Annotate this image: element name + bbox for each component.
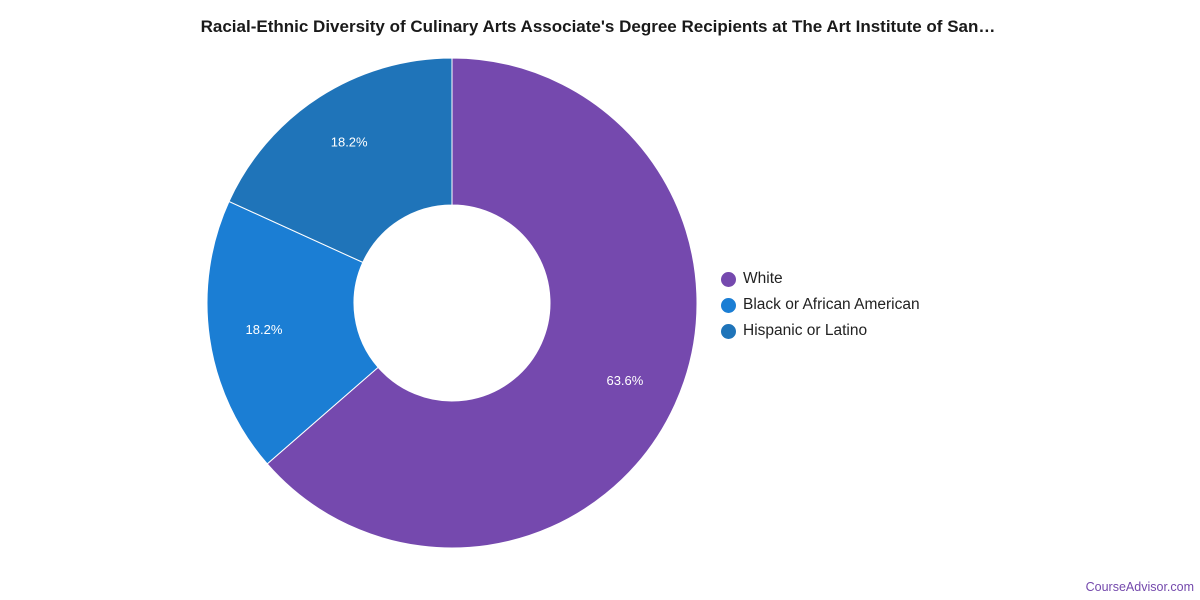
slice-value-label-black-or-african-american: 18.2%: [246, 322, 283, 337]
legend-item-hispanic-or-latino[interactable]: Hispanic or Latino: [721, 318, 920, 344]
legend-swatch-hispanic-or-latino: [721, 323, 736, 339]
chart-title: Racial-Ethnic Diversity of Culinary Arts…: [200, 17, 996, 36]
legend: White Black or African American Hispanic…: [721, 266, 920, 344]
legend-label-hispanic-or-latino: Hispanic or Latino: [743, 322, 868, 339]
legend-item-white[interactable]: White: [721, 266, 920, 292]
donut-slice-black-or-african-american[interactable]: [206, 200, 379, 465]
legend-swatch-black-or-african-american: [721, 297, 736, 313]
legend-swatch-white: [721, 271, 736, 287]
donut-slice-hispanic-or-latino[interactable]: [228, 57, 453, 264]
legend-label-black-or-african-american: Black or African American: [743, 296, 920, 313]
donut-slice-white[interactable]: [266, 57, 698, 549]
legend-label-white: White: [743, 270, 783, 287]
legend-item-black-or-african-american[interactable]: Black or African American: [721, 292, 920, 318]
slice-value-label-hispanic-or-latino: 18.2%: [331, 135, 368, 150]
attribution-link[interactable]: CourseAdvisor.com: [1085, 580, 1194, 594]
slice-value-label-white: 63.6%: [606, 373, 643, 388]
